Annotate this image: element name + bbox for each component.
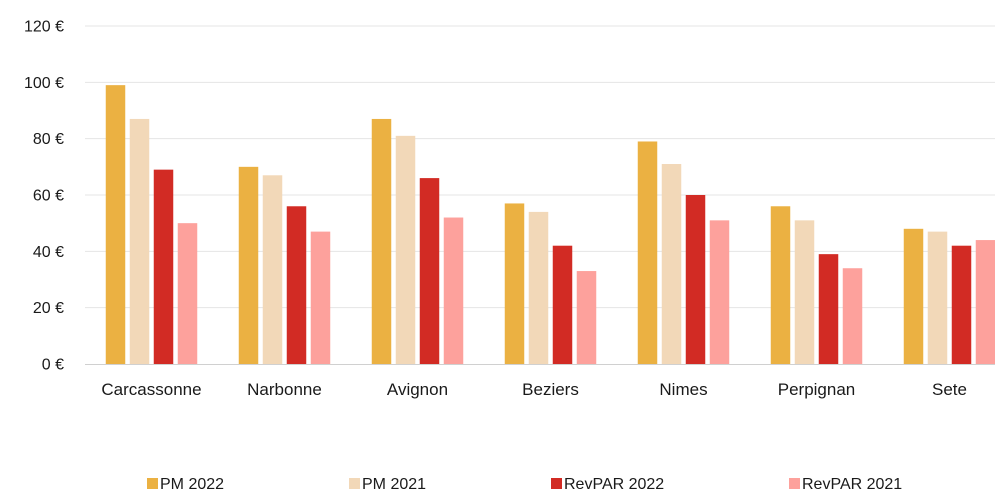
y-tick-label: 0 € [42, 357, 64, 374]
bar-revpar-2021-perpignan [842, 268, 863, 364]
x-category-label: Avignon [387, 380, 448, 399]
legend-label: RevPAR 2022 [564, 476, 664, 493]
legend-swatch [551, 478, 562, 489]
bar-pm-2021-beziers [528, 211, 549, 364]
bar-pm-2022-beziers [504, 203, 525, 364]
legend-entry-revpar-2021: RevPAR 2021 [789, 476, 902, 493]
bar-pm-2022-sete [903, 228, 924, 364]
legend-entry-revpar-2022: RevPAR 2022 [551, 476, 664, 493]
legend-label: PM 2021 [362, 476, 426, 493]
bar-revpar-2022-avignon [419, 178, 440, 364]
y-tick-label: 20 € [33, 300, 64, 317]
y-tick-label: 80 € [33, 131, 64, 148]
x-category-label: Perpignan [778, 380, 856, 399]
legend-swatch [349, 478, 360, 489]
bar-pm-2022-nimes [637, 141, 658, 364]
bar-pm-2021-perpignan [794, 220, 815, 364]
bar-pm-2022-avignon [371, 118, 392, 364]
x-category-label: Narbonne [247, 380, 322, 399]
bar-revpar-2022-sete [951, 245, 972, 364]
bar-revpar-2021-carcassonne [177, 223, 198, 364]
bar-pm-2021-narbonne [262, 175, 283, 364]
bar-revpar-2021-nimes [709, 220, 730, 364]
y-tick-label: 100 € [24, 75, 64, 92]
bar-pm-2022-carcassonne [105, 85, 126, 365]
y-tick-label: 60 € [33, 188, 64, 205]
bar-revpar-2021-sete [975, 240, 995, 364]
bar-revpar-2022-perpignan [818, 254, 839, 364]
legend: PM 2022 PM 2021 RevPAR 2022 RevPAR 2021 [147, 476, 902, 493]
y-tick-label: 120 € [24, 19, 64, 36]
legend-swatch [789, 478, 800, 489]
x-category-label: Nimes [659, 380, 707, 399]
x-category-label: Carcassonne [101, 380, 201, 399]
y-tick-label: 40 € [33, 244, 64, 261]
bar-pm-2022-perpignan [770, 206, 791, 364]
y-axis-ticks: 0 € 20 € 40 € 60 € 80 € 100 € 120 € [24, 19, 64, 374]
bar-revpar-2021-narbonne [310, 231, 331, 364]
legend-swatch [147, 478, 158, 489]
bar-pm-2022-narbonne [238, 166, 259, 364]
bar-pm-2021-avignon [395, 135, 416, 364]
bars [105, 85, 995, 365]
x-category-label: Sete [932, 380, 967, 399]
bar-revpar-2022-carcassonne [153, 169, 174, 364]
bar-pm-2021-carcassonne [129, 118, 150, 364]
bar-revpar-2021-beziers [576, 271, 597, 364]
bar-pm-2021-nimes [661, 164, 682, 364]
bar-revpar-2022-narbonne [286, 206, 307, 364]
x-axis-categories: Carcassonne Narbonne Avignon Beziers Nimes Pe… [101, 380, 967, 399]
x-category-label: Beziers [522, 380, 579, 399]
legend-label: PM 2022 [160, 476, 224, 493]
bar-revpar-2022-beziers [552, 245, 573, 364]
legend-entry-pm-2021: PM 2021 [349, 476, 426, 493]
bar-revpar-2021-avignon [443, 217, 464, 364]
bar-revpar-2022-nimes [685, 195, 706, 364]
legend-label: RevPAR 2021 [802, 476, 902, 493]
bar-pm-2021-sete [927, 231, 948, 364]
legend-entry-pm-2022: PM 2022 [147, 476, 224, 493]
